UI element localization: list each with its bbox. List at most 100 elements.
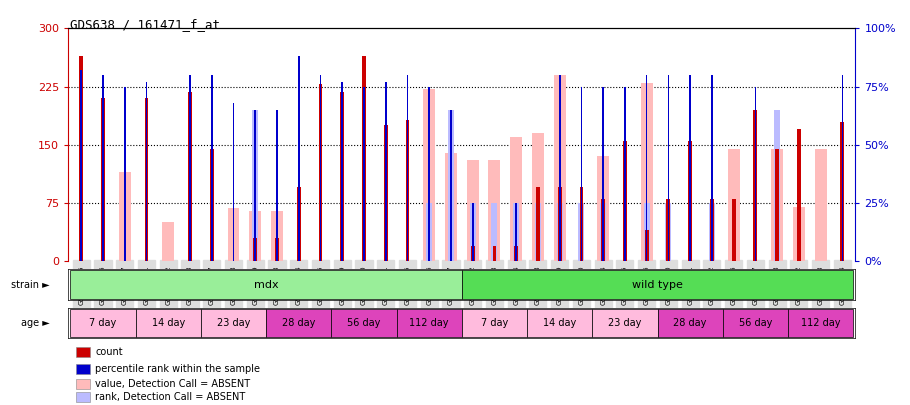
Bar <box>581 87 582 261</box>
Bar <box>579 203 584 261</box>
Bar <box>602 87 604 261</box>
Bar <box>557 203 562 261</box>
Bar <box>331 309 397 337</box>
Bar <box>384 126 388 261</box>
Bar <box>318 84 322 261</box>
Bar <box>553 75 566 261</box>
Bar <box>711 75 713 261</box>
Bar <box>709 203 715 261</box>
Text: 28 day: 28 day <box>282 318 316 328</box>
Bar <box>472 203 473 261</box>
Bar <box>511 137 522 261</box>
Bar <box>658 309 723 337</box>
Bar <box>641 83 652 261</box>
Bar <box>532 133 544 261</box>
Bar <box>407 75 409 261</box>
Bar <box>754 87 756 261</box>
Bar <box>489 160 500 261</box>
Bar <box>341 82 343 261</box>
Text: 14 day: 14 day <box>543 318 576 328</box>
Bar <box>189 75 191 261</box>
Text: 14 day: 14 day <box>152 318 185 328</box>
Bar <box>592 309 658 337</box>
Bar <box>793 207 804 261</box>
Bar <box>101 98 105 261</box>
Bar <box>723 309 788 337</box>
Bar <box>145 98 148 261</box>
Bar <box>842 75 844 261</box>
Bar <box>76 364 90 373</box>
Bar <box>689 75 691 261</box>
Bar <box>80 70 82 261</box>
Text: GDS638 / 161471_f_at: GDS638 / 161471_f_at <box>70 18 220 31</box>
Bar <box>271 211 283 261</box>
Bar <box>514 246 518 261</box>
Text: percentile rank within the sample: percentile rank within the sample <box>95 364 260 373</box>
Bar <box>797 129 801 261</box>
Bar <box>276 110 278 261</box>
Bar <box>298 56 299 261</box>
Bar <box>513 203 520 261</box>
Bar <box>79 55 83 261</box>
Bar <box>319 75 321 261</box>
Text: wild type: wild type <box>632 279 683 290</box>
Bar <box>728 149 740 261</box>
Bar <box>624 87 626 261</box>
Bar <box>461 309 527 337</box>
Bar <box>536 188 540 261</box>
Bar <box>668 75 669 261</box>
Bar <box>645 230 649 261</box>
Text: 7 day: 7 day <box>89 318 116 328</box>
Bar <box>211 75 213 261</box>
Bar <box>445 153 457 261</box>
Bar <box>124 87 126 261</box>
Bar <box>623 141 627 261</box>
Bar <box>275 238 278 261</box>
Bar <box>448 110 454 261</box>
Bar <box>76 379 90 389</box>
Bar <box>492 246 496 261</box>
Bar <box>210 149 214 261</box>
Bar <box>470 246 475 261</box>
Bar <box>70 309 136 337</box>
Bar <box>814 149 826 261</box>
Text: count: count <box>95 347 123 357</box>
Bar <box>771 149 784 261</box>
Bar <box>70 270 461 299</box>
Text: 112 day: 112 day <box>410 318 449 328</box>
Bar <box>841 122 844 261</box>
Bar <box>429 87 430 261</box>
Bar <box>266 309 331 337</box>
Bar <box>470 203 476 261</box>
Bar <box>527 309 592 337</box>
Bar <box>788 309 854 337</box>
Bar <box>602 199 605 261</box>
Bar <box>385 82 387 261</box>
Text: rank, Detection Call = ABSENT: rank, Detection Call = ABSENT <box>95 392 246 403</box>
Bar <box>233 103 235 261</box>
Bar <box>665 203 672 261</box>
Text: value, Detection Call = ABSENT: value, Detection Call = ABSENT <box>95 379 250 389</box>
Bar <box>249 211 261 261</box>
Text: 7 day: 7 day <box>480 318 508 328</box>
Bar <box>397 309 461 337</box>
Bar <box>580 188 583 261</box>
Text: 112 day: 112 day <box>801 318 840 328</box>
Bar <box>535 203 541 261</box>
Text: 23 day: 23 day <box>608 318 642 328</box>
Bar <box>646 75 648 261</box>
Bar <box>162 222 174 261</box>
Bar <box>666 199 671 261</box>
Bar <box>710 199 713 261</box>
Bar <box>188 92 192 261</box>
Bar <box>643 203 650 261</box>
Bar <box>340 92 344 261</box>
Text: 28 day: 28 day <box>673 318 707 328</box>
Bar <box>76 347 90 357</box>
Bar <box>491 203 498 261</box>
Bar <box>136 309 201 337</box>
Text: age ►: age ► <box>21 318 49 328</box>
Bar <box>406 120 410 261</box>
Bar <box>423 89 435 261</box>
Bar <box>146 82 147 261</box>
